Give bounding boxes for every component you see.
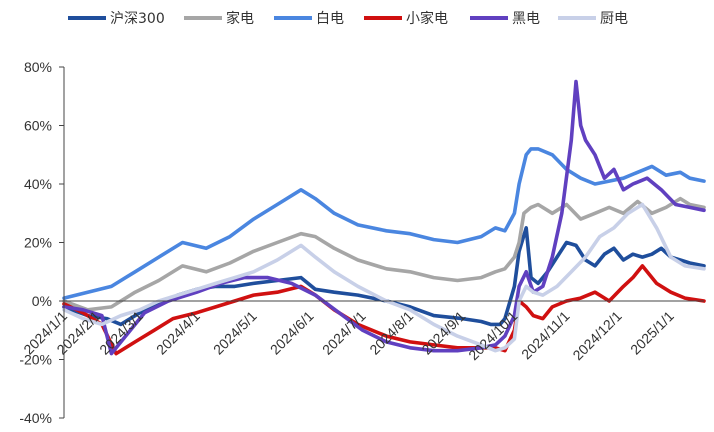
y-tick-label: -20% bbox=[19, 352, 52, 368]
y-tick-label: 0% bbox=[32, 293, 52, 309]
y-tick-label: 40% bbox=[24, 176, 52, 192]
series-line-2 bbox=[62, 147, 706, 300]
legend-label: 小家电 bbox=[406, 10, 448, 27]
axes-layer: -40%-20%0%20%40%60%80%2024/1/12024/2/120… bbox=[19, 59, 704, 426]
y-tick-label: 20% bbox=[24, 235, 52, 251]
x-tick-label: 2025/1/1 bbox=[627, 308, 677, 358]
y-tick-label: -40% bbox=[19, 410, 52, 426]
y-tick-label: 80% bbox=[24, 59, 52, 75]
legend-label: 沪深300 bbox=[110, 11, 165, 27]
legend-label: 黑电 bbox=[512, 11, 540, 27]
series-line-5 bbox=[62, 202, 706, 353]
legend-label: 白电 bbox=[316, 11, 344, 27]
legend-label: 家电 bbox=[226, 10, 254, 27]
x-tick-label: 2024/12/1 bbox=[569, 308, 625, 364]
legend-label: 厨电 bbox=[600, 11, 628, 27]
series-layer bbox=[62, 79, 706, 356]
series-line-4 bbox=[62, 79, 706, 356]
x-tick-label: 2024/5/1 bbox=[210, 308, 260, 358]
y-tick-label: 60% bbox=[24, 118, 52, 134]
x-tick-label: 2024/4/1 bbox=[153, 308, 203, 358]
legend: 沪深300 家电 白电 小家电 黑电 厨电 bbox=[68, 10, 628, 27]
series-line-1 bbox=[62, 196, 706, 312]
series-line-0 bbox=[62, 226, 706, 327]
x-tick-label: 2024/6/1 bbox=[267, 308, 317, 358]
